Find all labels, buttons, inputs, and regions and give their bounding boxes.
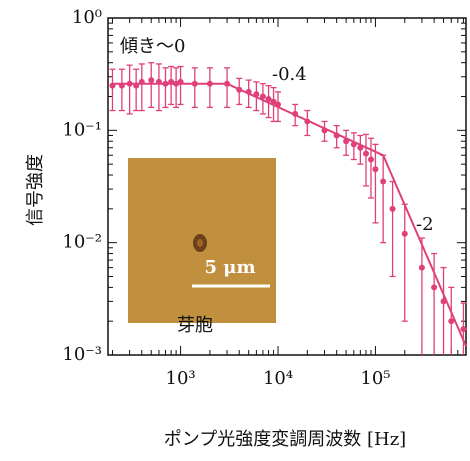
y-tick-label: 10⁻¹: [62, 119, 102, 140]
data-point: [362, 150, 369, 157]
scale-label: 5 μm: [204, 257, 255, 278]
x-axis-label: ポンプ光強度変調周波数 [Hz]: [164, 429, 406, 450]
data-point: [292, 110, 299, 117]
data-point: [245, 88, 252, 95]
data-point: [236, 86, 243, 93]
data-point: [321, 127, 328, 134]
inset-caption: 芽胞: [177, 315, 213, 336]
data-point: [401, 230, 408, 237]
plot-frame: [107, 17, 467, 356]
data-point: [168, 78, 175, 85]
data-point: [265, 96, 272, 103]
data-point: [206, 80, 213, 87]
data-point: [270, 98, 277, 105]
data-point: [343, 138, 350, 145]
annotation: -2: [416, 214, 434, 235]
data-point: [177, 78, 184, 85]
data-point: [191, 80, 198, 87]
data-point: [367, 156, 374, 163]
data-point: [259, 93, 266, 100]
x-tick-label: 10³: [166, 368, 196, 389]
x-tick-label: 10⁵: [360, 368, 390, 389]
data-point: [275, 101, 282, 108]
data-point: [372, 166, 379, 173]
data-point: [448, 318, 455, 325]
data-point: [440, 298, 447, 305]
data-point: [418, 264, 425, 271]
data-point: [460, 326, 467, 333]
data-point: [431, 284, 438, 291]
annotation: -0.4: [272, 64, 307, 85]
y-tick-label: 10⁰: [72, 7, 102, 28]
data-point: [133, 82, 140, 89]
annotation: 傾き〜0: [120, 36, 185, 57]
data-point: [109, 82, 116, 89]
data-point: [162, 80, 169, 87]
spore-core: [197, 239, 203, 247]
data-point: [155, 78, 162, 85]
data-point: [389, 205, 396, 212]
data-point: [118, 82, 125, 89]
x-tick-label: 10⁴: [263, 368, 293, 389]
data-point: [126, 80, 133, 87]
data-point: [148, 77, 155, 84]
y-tick-label: 10⁻³: [62, 344, 102, 365]
data-point: [224, 80, 231, 87]
data-point: [380, 178, 387, 185]
data-point: [138, 78, 145, 85]
data-point: [304, 118, 311, 125]
data-point: [357, 144, 364, 151]
data-point: [253, 91, 260, 98]
y-axis-label: 信号強度: [25, 154, 46, 226]
y-tick-label: 10⁻²: [62, 232, 102, 253]
data-point: [350, 141, 357, 148]
data-point: [333, 132, 340, 139]
